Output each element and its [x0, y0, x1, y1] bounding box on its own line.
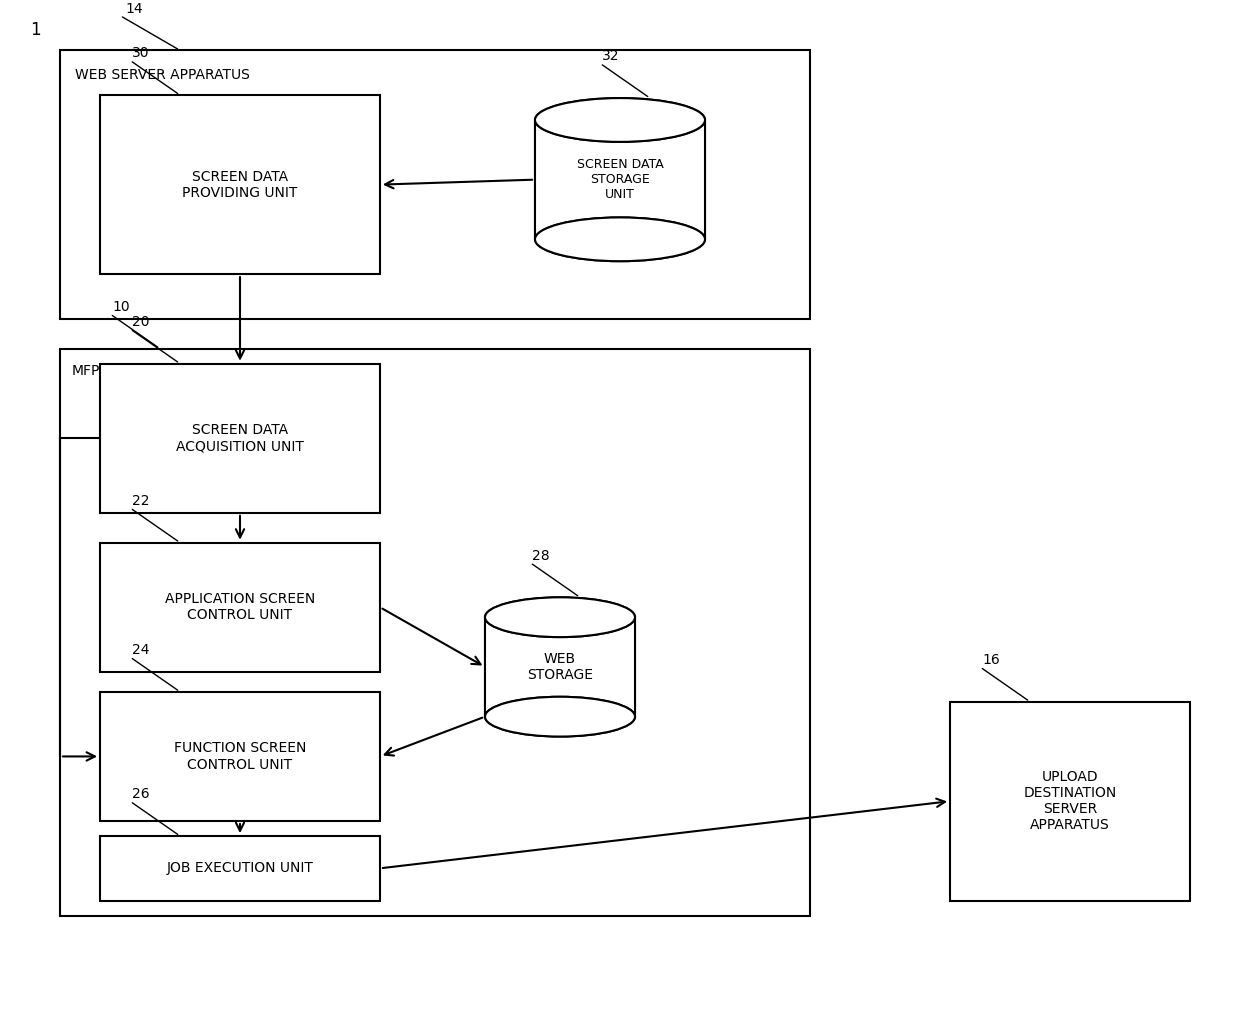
FancyBboxPatch shape: [60, 51, 810, 319]
FancyBboxPatch shape: [100, 95, 379, 274]
FancyBboxPatch shape: [100, 836, 379, 900]
Ellipse shape: [534, 98, 706, 142]
Text: UPLOAD
DESTINATION
SERVER
APPARATUS: UPLOAD DESTINATION SERVER APPARATUS: [1023, 770, 1117, 832]
Text: 1: 1: [30, 21, 41, 40]
Ellipse shape: [485, 696, 635, 737]
Text: 24: 24: [131, 644, 150, 657]
Bar: [534, 120, 706, 240]
Text: 30: 30: [131, 47, 150, 60]
Bar: [485, 617, 635, 717]
Text: 28: 28: [532, 548, 549, 562]
Text: WEB
STORAGE: WEB STORAGE: [527, 652, 593, 682]
Bar: [534, 120, 706, 240]
FancyBboxPatch shape: [950, 701, 1190, 900]
Text: FUNCTION SCREEN
CONTROL UNIT: FUNCTION SCREEN CONTROL UNIT: [174, 741, 306, 771]
Bar: [485, 617, 635, 717]
FancyBboxPatch shape: [60, 349, 810, 916]
Ellipse shape: [485, 597, 635, 637]
FancyBboxPatch shape: [100, 363, 379, 513]
Text: 26: 26: [131, 788, 150, 801]
Text: 16: 16: [982, 653, 999, 667]
FancyBboxPatch shape: [100, 543, 379, 672]
Ellipse shape: [485, 696, 635, 737]
Text: SCREEN DATA
ACQUISITION UNIT: SCREEN DATA ACQUISITION UNIT: [176, 423, 304, 454]
Text: WEB SERVER APPARATUS: WEB SERVER APPARATUS: [74, 68, 250, 82]
Ellipse shape: [534, 217, 706, 261]
FancyBboxPatch shape: [100, 692, 379, 821]
Text: 32: 32: [601, 50, 620, 63]
Text: 10: 10: [112, 299, 130, 314]
Text: 14: 14: [125, 2, 143, 15]
Text: APPLICATION SCREEN
CONTROL UNIT: APPLICATION SCREEN CONTROL UNIT: [165, 592, 315, 622]
Text: JOB EXECUTION UNIT: JOB EXECUTION UNIT: [166, 862, 314, 875]
Text: SCREEN DATA
STORAGE
UNIT: SCREEN DATA STORAGE UNIT: [577, 158, 663, 201]
Ellipse shape: [534, 98, 706, 142]
Text: 20: 20: [131, 315, 150, 329]
Ellipse shape: [485, 597, 635, 637]
Text: MFP: MFP: [72, 363, 100, 378]
Text: SCREEN DATA
PROVIDING UNIT: SCREEN DATA PROVIDING UNIT: [182, 170, 298, 200]
Text: 22: 22: [131, 494, 150, 508]
Ellipse shape: [534, 217, 706, 261]
